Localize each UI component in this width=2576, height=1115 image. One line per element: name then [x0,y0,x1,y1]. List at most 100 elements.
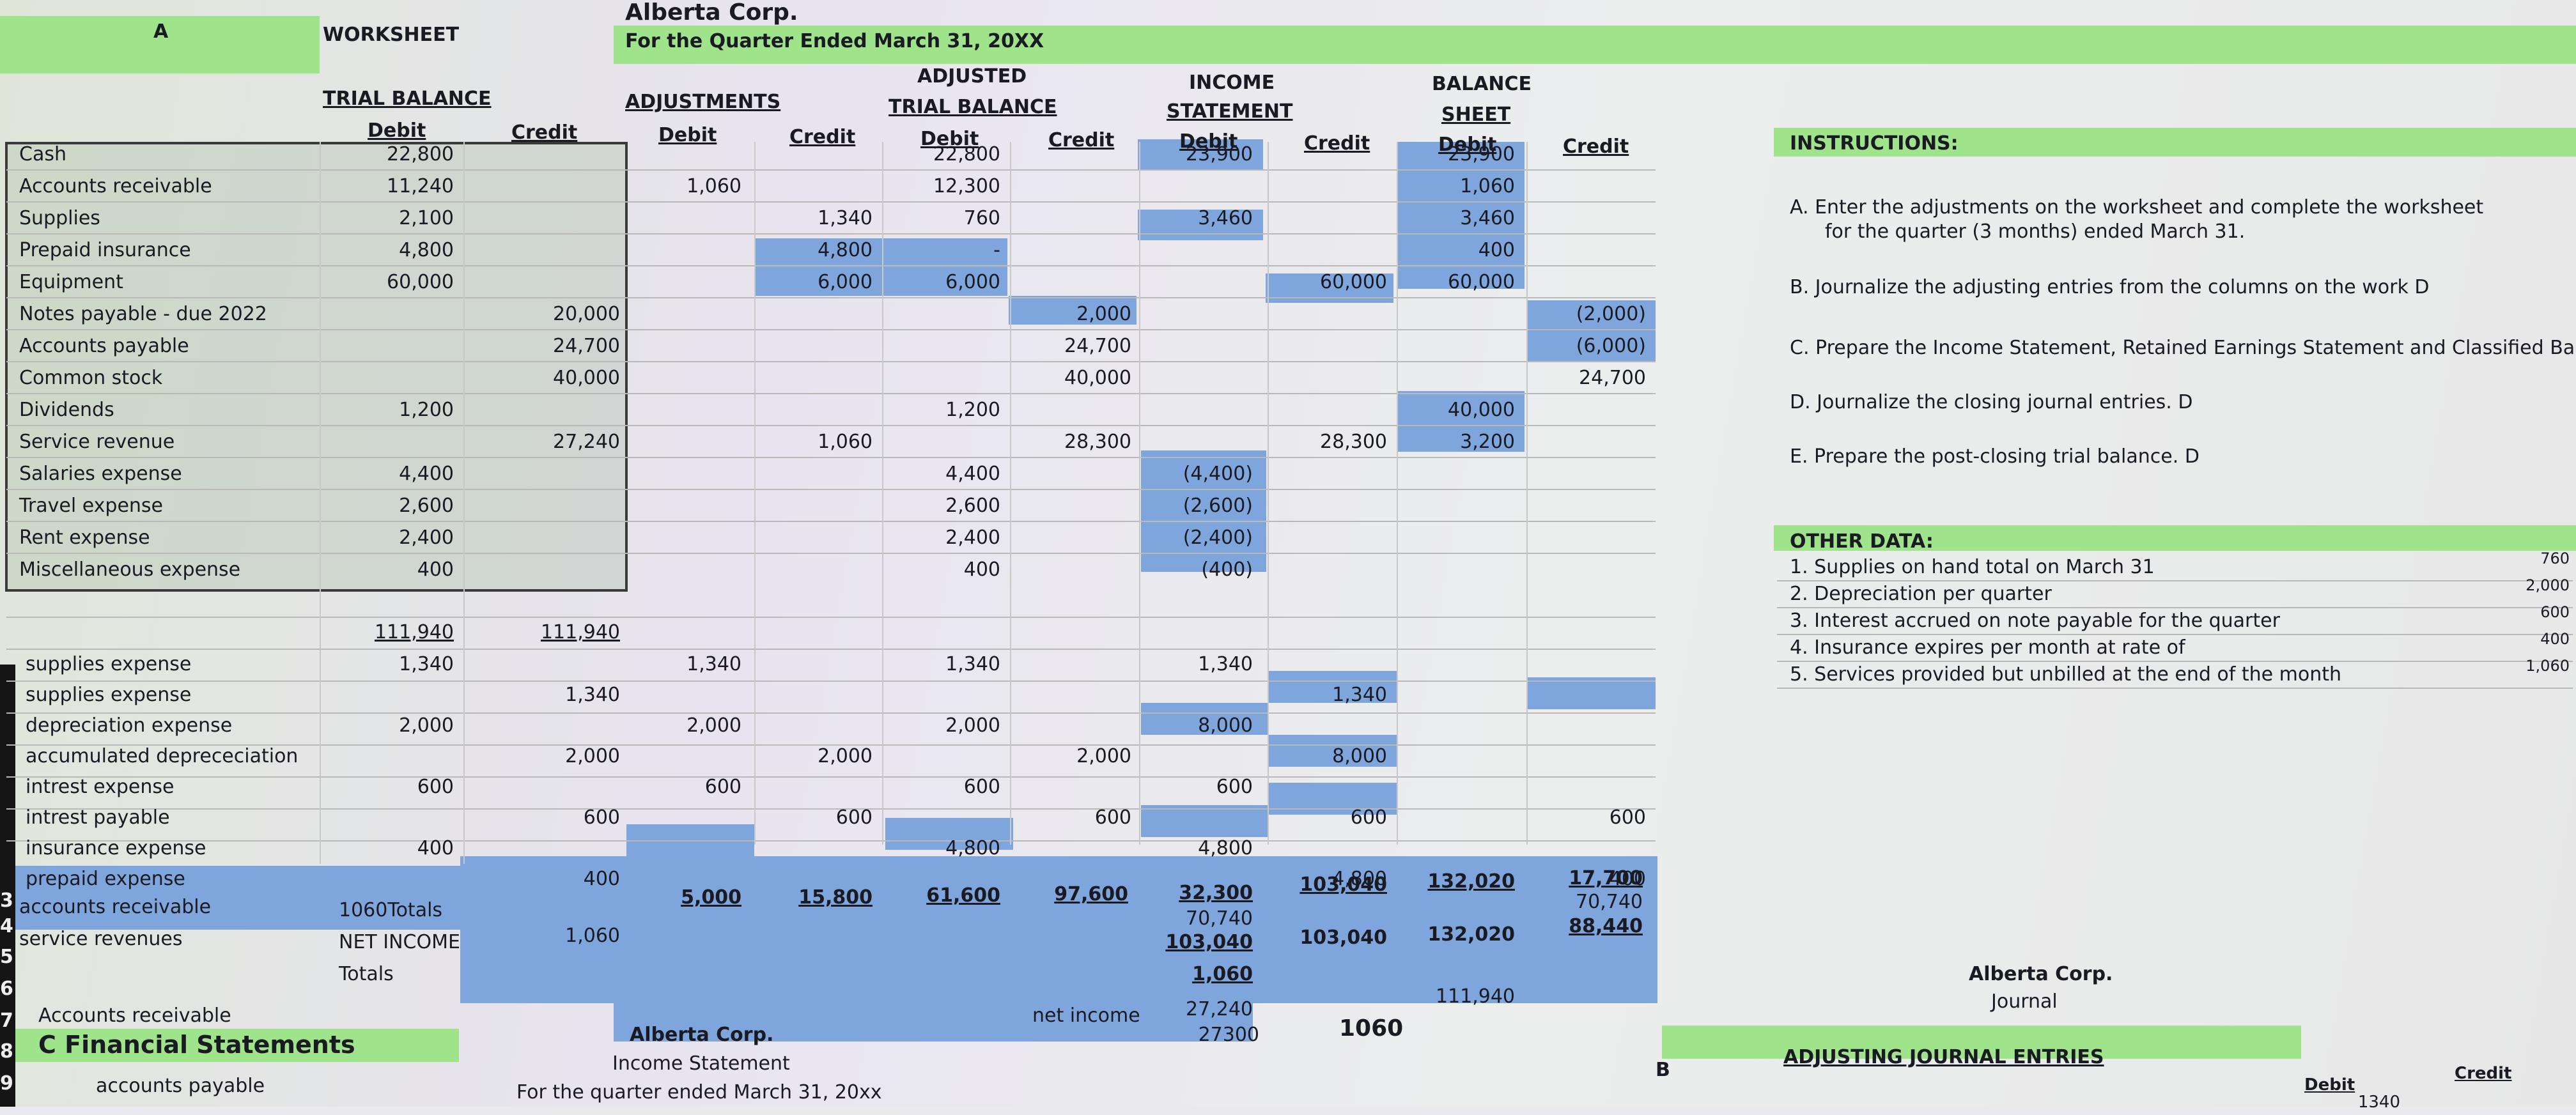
cell-is-cr[interactable]: 28,300 [1320,431,1387,453]
account-name[interactable]: Service revenue [19,431,175,453]
grand-total-is-debit[interactable]: 103,040 [1165,931,1253,953]
cell-is-dr[interactable]: 8,000 [1198,714,1253,737]
cell-adj-cr[interactable]: 6,000 [818,271,873,293]
cell-is-cr[interactable]: 4,800 [1332,868,1387,890]
net-income-text[interactable]: net income [1032,1004,1140,1027]
cell-adj-cr[interactable]: 4,800 [818,239,873,261]
account-name[interactable]: prepaid expense [26,868,185,890]
grand-total-is-credit[interactable]: 103,040 [1300,927,1387,949]
total-atb-debit[interactable]: 61,600 [926,884,1000,907]
cell-bs-dr[interactable]: 60,000 [1448,271,1515,293]
account-name[interactable]: accumulated deprececiation [26,745,299,767]
tb-total-debit[interactable]: 111,940 [374,621,454,643]
account-name[interactable]: Common stock [19,367,163,389]
row-number[interactable]: 5 [0,946,13,968]
cell-tb-dr[interactable]: 400 [417,837,454,859]
cell-tb-cr[interactable]: 40,000 [553,367,620,389]
cell-is-cr[interactable]: 60,000 [1320,271,1387,293]
cell-is-dr[interactable]: 3,460 [1198,207,1253,229]
cell-atb-dr[interactable]: 2,400 [945,527,1000,549]
other-data-value[interactable]: 400 [2540,630,2570,648]
section-c-title[interactable]: C Financial Statements [38,1031,355,1059]
cell-bs-dr[interactable]: 23,900 [1448,143,1515,165]
account-name[interactable]: Prepaid insurance [19,239,191,261]
value-27300[interactable]: 27300 [1198,1024,1259,1046]
cell-atb-cr[interactable]: 28,300 [1064,431,1131,453]
cell-is-cr[interactable]: 1,340 [1332,684,1387,706]
account-name[interactable]: Miscellaneous expense [19,558,241,581]
total-bs-debit[interactable]: 132,020 [1427,870,1515,893]
row-label[interactable]: service revenues [19,928,183,950]
total-adj-debit[interactable]: 5,000 [681,886,741,909]
account-name[interactable]: supplies expense [26,684,192,706]
cell-is-dr[interactable]: (4,400) [1183,463,1253,485]
cell-atb-cr[interactable]: 24,700 [1064,335,1131,357]
cell-bs-cr[interactable]: 600 [1609,806,1646,829]
account-name[interactable]: Salaries expense [19,463,182,485]
cell-is-dr[interactable]: 4,800 [1198,837,1253,859]
cell-tb-cr[interactable]: 20,000 [553,303,620,325]
cell-is-dr[interactable]: 23,900 [1186,143,1253,165]
totals-label[interactable]: Totals [339,963,394,985]
grand-total-bs-debit[interactable]: 132,020 [1427,923,1515,946]
cell-adj-dr[interactable]: 600 [704,776,741,798]
cell-tb-dr[interactable]: 2,600 [399,495,454,517]
cell-adj-cr[interactable]: 1,340 [818,207,873,229]
cell-atb-cr[interactable]: 2,000 [1076,745,1131,767]
cell-tb-dr[interactable]: 22,800 [387,143,454,165]
cell-bs-dr[interactable]: 400 [1478,239,1515,261]
cell-atb-dr[interactable]: 1,340 [945,653,1000,675]
cell-atb-dr[interactable]: 760 [963,207,1000,229]
cell-atb-dr[interactable]: 400 [963,558,1000,581]
account-name[interactable]: Travel expense [19,495,163,517]
cell-bs-cr[interactable]: 400 [1609,868,1646,890]
total-atb-credit[interactable]: 97,600 [1054,883,1128,905]
is-debit-27240[interactable]: 27,240 [1186,998,1253,1020]
account-name[interactable]: Dividends [19,399,114,421]
cell-atb-dr[interactable]: 12,300 [933,175,1000,197]
cell-tb-cr[interactable]: 1,340 [565,684,620,706]
account-name[interactable]: Cash [19,143,66,165]
cell-tb-dr[interactable]: 400 [417,558,454,581]
cell-atb-cr[interactable]: 2,000 [1076,303,1131,325]
other-data-value[interactable]: 760 [2540,550,2570,567]
cell-tb-cr[interactable]: 600 [583,806,620,829]
bs-debit-111940[interactable]: 111,940 [1435,985,1515,1008]
cell-is-dr[interactable]: (2,400) [1183,527,1253,549]
cell-tb-dr[interactable]: 2,100 [399,207,454,229]
other-data-value[interactable]: 2,000 [2526,576,2570,594]
row-number[interactable]: 4 [0,915,13,937]
cell-atb-dr[interactable]: 2,000 [945,714,1000,737]
account-name[interactable]: intrest expense [26,776,175,798]
cell-atb-dr[interactable]: 4,800 [945,837,1000,859]
cell-tb-dr[interactable]: 2,400 [399,527,454,549]
cell-bs-dr[interactable]: 40,000 [1448,399,1515,421]
cell-atb-dr[interactable]: - [993,239,1000,261]
row-number[interactable]: 9 [0,1072,13,1095]
cell-adj-cr[interactable]: 600 [835,806,873,829]
row-number[interactable]: 6 [0,978,13,1000]
account-name[interactable]: Supplies [19,207,100,229]
cell-bs-dr[interactable]: 3,200 [1460,431,1515,453]
total-is-credit[interactable]: 103,040 [1300,873,1387,896]
cell-adj-dr[interactable]: 1,340 [687,653,741,675]
account-name[interactable]: supplies expense [26,653,192,675]
net-income-is-debit[interactable]: 70,740 [1186,907,1253,930]
account-name[interactable]: depreciation expense [26,714,233,737]
net-income-value[interactable]: 1,060 [565,925,620,947]
cell-adj-cr[interactable]: 1,060 [818,431,873,453]
cell-tb-cr[interactable]: 2,000 [565,745,620,767]
row-label[interactable]: accounts receivable [19,896,212,918]
cell-is-cr[interactable]: 8,000 [1332,745,1387,767]
cell-tb-dr[interactable]: 4,400 [399,463,454,485]
journal-first-debit[interactable]: 1340 [2357,1093,2400,1112]
account-name[interactable]: Notes payable - due 2022 [19,303,267,325]
cell-tb-dr[interactable]: 1,340 [399,653,454,675]
cell-tb-cr[interactable]: 27,240 [553,431,620,453]
cell-atb-cr[interactable]: 600 [1094,806,1131,829]
cell-tb-dr[interactable]: 600 [417,776,454,798]
cell-tb-cr[interactable]: 400 [583,868,620,890]
is-debit-1060[interactable]: 1,060 [1192,963,1253,985]
cell-tb-dr[interactable]: 4,800 [399,239,454,261]
cell-atb-dr[interactable]: 22,800 [933,143,1000,165]
